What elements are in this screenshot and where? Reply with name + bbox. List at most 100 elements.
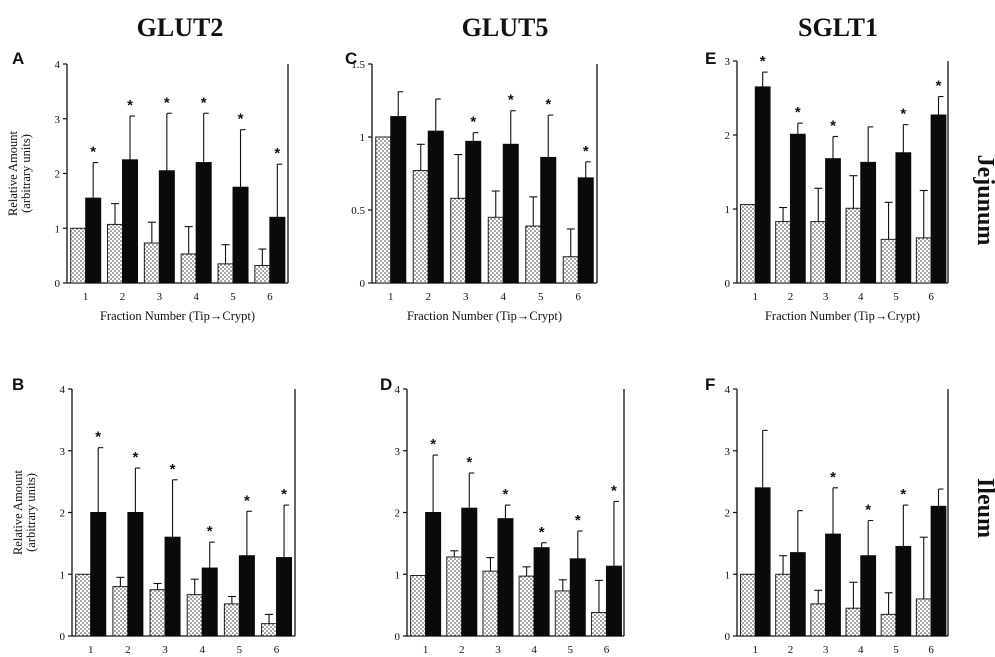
bar-treatment bbox=[164, 536, 181, 637]
significance-star: * bbox=[244, 492, 250, 509]
bar-treatment bbox=[85, 197, 102, 284]
bar-treatment bbox=[425, 512, 442, 637]
bar-treatment bbox=[930, 114, 947, 284]
significance-star: * bbox=[430, 436, 436, 453]
bar-treatment bbox=[122, 159, 139, 284]
panel-e: E 0 1 2 3 * 1 * 2 * 3 4 * 5 * 6 Fraction Number (Tip→Cry… bbox=[705, 49, 949, 323]
x-tick-label: 6 bbox=[576, 291, 582, 303]
bar-treatment bbox=[238, 555, 255, 637]
x-tick-label: 5 bbox=[893, 291, 899, 303]
bar-control bbox=[880, 238, 897, 284]
x-tick-label: 3 bbox=[157, 291, 163, 303]
panel-a: A 0 1 2 3 4 Relative Amount(arbitrary units) * 1… bbox=[6, 49, 289, 323]
x-tick-label: 2 bbox=[426, 291, 432, 303]
y-tick-label: 1 bbox=[395, 569, 401, 581]
bar-control bbox=[562, 256, 579, 284]
bar-control bbox=[810, 221, 827, 284]
panel-letter: B bbox=[12, 375, 24, 394]
y-tick-label: 0.5 bbox=[351, 205, 365, 217]
bar-control bbox=[740, 204, 756, 284]
bar-treatment bbox=[232, 186, 249, 284]
bar-treatment bbox=[195, 162, 212, 284]
bar-control bbox=[525, 225, 542, 284]
bar-treatment bbox=[497, 518, 514, 637]
column-title-glut2: GLUT2 bbox=[137, 13, 224, 42]
panel-letter: A bbox=[12, 49, 24, 68]
significance-star: * bbox=[900, 486, 906, 503]
bar-treatment bbox=[533, 547, 550, 637]
significance-star: * bbox=[466, 454, 472, 471]
x-tick-label: 1 bbox=[423, 644, 429, 656]
bar-treatment bbox=[90, 512, 107, 637]
y-tick-label: 0 bbox=[360, 278, 366, 290]
y-tick-label: 3 bbox=[725, 56, 731, 68]
significance-star: * bbox=[238, 111, 244, 128]
bar-control bbox=[186, 594, 203, 637]
bar-control bbox=[482, 570, 499, 637]
y-axis-label-line: (arbitrary units) bbox=[24, 473, 38, 552]
bar-treatment bbox=[158, 170, 175, 284]
x-tick-label: 1 bbox=[388, 291, 394, 303]
bar-control bbox=[75, 573, 92, 637]
x-tick-label: 4 bbox=[531, 644, 537, 656]
y-tick-label: 3 bbox=[55, 114, 61, 126]
bar-treatment bbox=[540, 156, 557, 284]
bar-control bbox=[590, 612, 607, 637]
x-tick-label: 2 bbox=[788, 644, 794, 656]
bar-control bbox=[775, 221, 791, 284]
significance-star: * bbox=[127, 97, 133, 114]
bar-control bbox=[254, 264, 271, 284]
y-tick-label: 2 bbox=[725, 508, 731, 520]
x-tick-label: 5 bbox=[230, 291, 236, 303]
x-tick-label: 3 bbox=[823, 644, 829, 656]
bar-treatment bbox=[127, 512, 144, 637]
y-axis-label-line: (arbitrary units) bbox=[19, 134, 33, 213]
x-tick-label: 1 bbox=[753, 644, 759, 656]
x-tick-label: 1 bbox=[83, 291, 89, 303]
bar-control bbox=[143, 242, 160, 284]
bar-treatment bbox=[569, 558, 586, 637]
bar-treatment bbox=[269, 216, 286, 284]
significance-star: * bbox=[508, 92, 514, 109]
x-tick-label: 2 bbox=[120, 291, 126, 303]
panel-letter: F bbox=[705, 375, 715, 394]
significance-star: * bbox=[545, 96, 551, 113]
significance-star: * bbox=[611, 482, 617, 499]
significance-star: * bbox=[164, 94, 170, 111]
y-tick-label: 3 bbox=[60, 446, 66, 458]
column-title-glut5: GLUT5 bbox=[462, 13, 549, 42]
significance-star: * bbox=[539, 524, 545, 541]
bar-treatment bbox=[465, 140, 482, 284]
x-axis-label: Fraction Number (Tip→Crypt) bbox=[100, 309, 255, 323]
panel-letter: E bbox=[705, 49, 716, 68]
row-title-jejunum: Jejunum bbox=[972, 155, 995, 246]
y-tick-label: 1.5 bbox=[351, 59, 365, 71]
y-tick-label: 3 bbox=[395, 446, 401, 458]
y-tick-label: 4 bbox=[60, 384, 66, 396]
y-tick-label: 1 bbox=[55, 223, 61, 235]
bar-treatment bbox=[789, 133, 806, 284]
significance-star: * bbox=[830, 469, 836, 486]
significance-star: * bbox=[281, 486, 287, 503]
significance-star: * bbox=[760, 53, 766, 70]
bar-treatment bbox=[502, 143, 519, 284]
significance-star: * bbox=[470, 114, 476, 131]
panel-letter: D bbox=[380, 375, 392, 394]
x-tick-label: 5 bbox=[538, 291, 544, 303]
bar-treatment bbox=[754, 487, 771, 637]
x-tick-label: 4 bbox=[858, 291, 864, 303]
bar-treatment bbox=[390, 116, 407, 284]
x-tick-label: 5 bbox=[893, 644, 899, 656]
x-tick-label: 6 bbox=[928, 291, 934, 303]
bar-control bbox=[880, 613, 897, 637]
x-tick-label: 6 bbox=[928, 644, 934, 656]
bar-treatment bbox=[825, 158, 841, 284]
y-tick-label: 2 bbox=[395, 508, 401, 520]
y-tick-label: 2 bbox=[60, 508, 66, 520]
bar-treatment bbox=[895, 152, 912, 284]
x-tick-label: 4 bbox=[193, 291, 199, 303]
significance-star: * bbox=[830, 117, 836, 134]
y-axis-label-line: Relative Amount bbox=[11, 469, 25, 555]
significance-star: * bbox=[170, 461, 176, 478]
bar-control bbox=[375, 136, 392, 284]
